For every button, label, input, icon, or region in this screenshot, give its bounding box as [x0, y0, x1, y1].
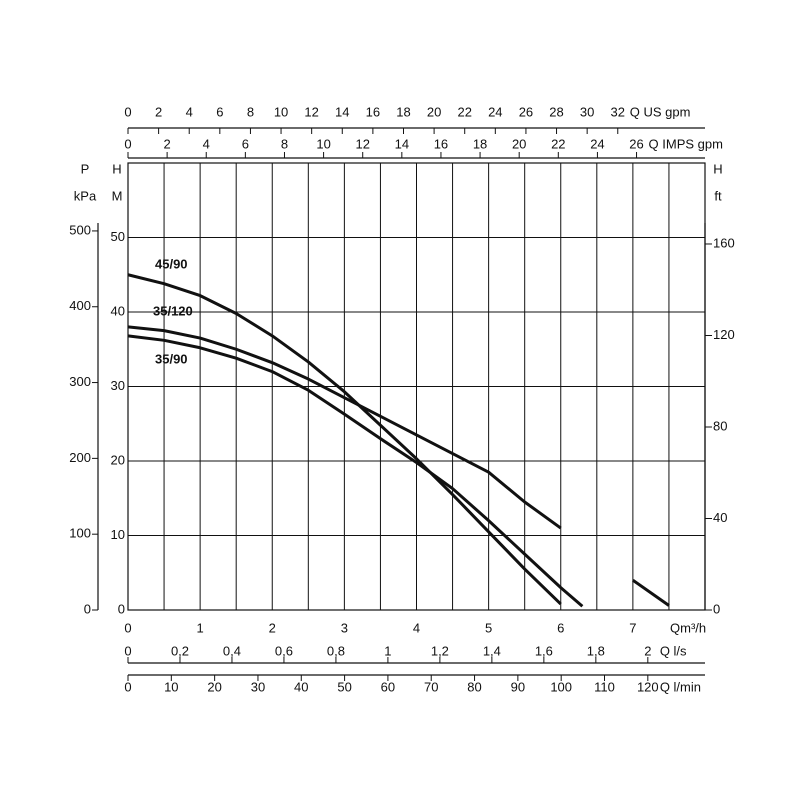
x-tick-label: 3	[341, 620, 348, 635]
tick-label: 0	[124, 104, 131, 119]
tick-label: 2	[164, 136, 171, 151]
tick-label: 0	[713, 601, 720, 616]
y-tick-label: 0	[118, 601, 125, 616]
tick-label: 1,2	[431, 643, 449, 658]
axis-label: Q US gpm	[630, 104, 691, 119]
tick-label: 1,8	[587, 643, 605, 658]
tick-label: 120	[637, 679, 659, 694]
x-tick-label: 1	[197, 620, 204, 635]
tick-label: 100	[550, 679, 572, 694]
tick-label: 6	[242, 136, 249, 151]
curve	[127, 273, 562, 606]
curve-label: 45/90	[155, 256, 188, 271]
tick-label: 22	[457, 104, 471, 119]
x-tick-label: 2	[269, 620, 276, 635]
tick-label: 10	[164, 679, 178, 694]
curve-label: 35/90	[155, 351, 188, 366]
y-unit: M	[112, 188, 123, 203]
tick-label: 300	[69, 374, 91, 389]
tick-label: 20	[207, 679, 221, 694]
tick-label: 16	[366, 104, 380, 119]
x-tick-label: 4	[413, 620, 420, 635]
axis-unit: kPa	[74, 188, 97, 203]
tick-label: 2	[155, 104, 162, 119]
y-tick-label: 50	[111, 229, 125, 244]
tick-label: 0	[124, 679, 131, 694]
tick-label: 110	[594, 679, 615, 694]
tick-label: 18	[473, 136, 487, 151]
x-tick-label: 0	[124, 620, 131, 635]
tick-label: 50	[337, 679, 351, 694]
tick-label: 0	[84, 601, 91, 616]
tick-label: 0,8	[327, 643, 345, 658]
y-tick-label: 20	[111, 452, 125, 467]
tick-label: 1,6	[535, 643, 553, 658]
tick-label: 20	[512, 136, 526, 151]
tick-label: 2	[644, 643, 651, 658]
axis-label: Q l/s	[660, 643, 687, 658]
tick-label: 1	[384, 643, 391, 658]
tick-label: 400	[69, 298, 91, 313]
y-tick-label: 40	[111, 303, 125, 318]
tick-label: 100	[69, 526, 91, 541]
tick-label: 500	[69, 222, 91, 237]
tick-label: 30	[251, 679, 265, 694]
tick-label: 10	[274, 104, 288, 119]
tick-label: 0	[124, 136, 131, 151]
tick-label: 200	[69, 450, 91, 465]
tick-label: 0,2	[171, 643, 189, 658]
tick-label: 60	[381, 679, 395, 694]
tick-label: 0,4	[223, 643, 241, 658]
axis-label: Q l/min	[660, 679, 701, 694]
tick-label: 8	[247, 104, 254, 119]
tick-label: 12	[304, 104, 318, 119]
tick-label: 28	[549, 104, 563, 119]
tick-label: 8	[281, 136, 288, 151]
axis-label: Q IMPS gpm	[649, 136, 723, 151]
tick-label: 120	[713, 327, 735, 342]
tick-label: 6	[216, 104, 223, 119]
tick-label: 22	[551, 136, 565, 151]
tick-label: 30	[580, 104, 594, 119]
tick-label: 40	[713, 510, 727, 525]
tick-label: 12	[355, 136, 369, 151]
tick-label: 0	[124, 643, 131, 658]
tick-label: 26	[629, 136, 643, 151]
curve	[127, 325, 670, 607]
tick-label: 24	[488, 104, 502, 119]
y-tick-label: 30	[111, 378, 125, 393]
tick-label: 80	[467, 679, 481, 694]
tick-label: 40	[294, 679, 308, 694]
tick-label: 32	[611, 104, 625, 119]
tick-label: 70	[424, 679, 438, 694]
curve	[127, 334, 584, 608]
tick-label: 16	[434, 136, 448, 151]
y-title: H	[112, 161, 121, 176]
tick-label: 10	[316, 136, 330, 151]
tick-label: 20	[427, 104, 441, 119]
tick-label: 14	[335, 104, 349, 119]
axis-unit: ft	[714, 188, 722, 203]
y-tick-label: 10	[111, 527, 125, 542]
axis-title: P	[81, 161, 90, 176]
tick-label: 80	[713, 418, 727, 433]
tick-label: 4	[203, 136, 210, 151]
x-tick-label: 7	[629, 620, 636, 635]
tick-label: 0,6	[275, 643, 293, 658]
tick-label: 90	[511, 679, 525, 694]
tick-label: 160	[713, 235, 735, 250]
tick-label: 24	[590, 136, 604, 151]
x-label: Qm³/h	[670, 620, 706, 635]
tick-label: 26	[519, 104, 533, 119]
x-tick-label: 6	[557, 620, 564, 635]
tick-label: 14	[395, 136, 409, 151]
tick-label: 18	[396, 104, 410, 119]
tick-label: 4	[186, 104, 193, 119]
axis-title: H	[713, 161, 722, 176]
curve-label: 35/120	[153, 303, 193, 318]
tick-label: 1,4	[483, 643, 501, 658]
x-tick-label: 5	[485, 620, 492, 635]
